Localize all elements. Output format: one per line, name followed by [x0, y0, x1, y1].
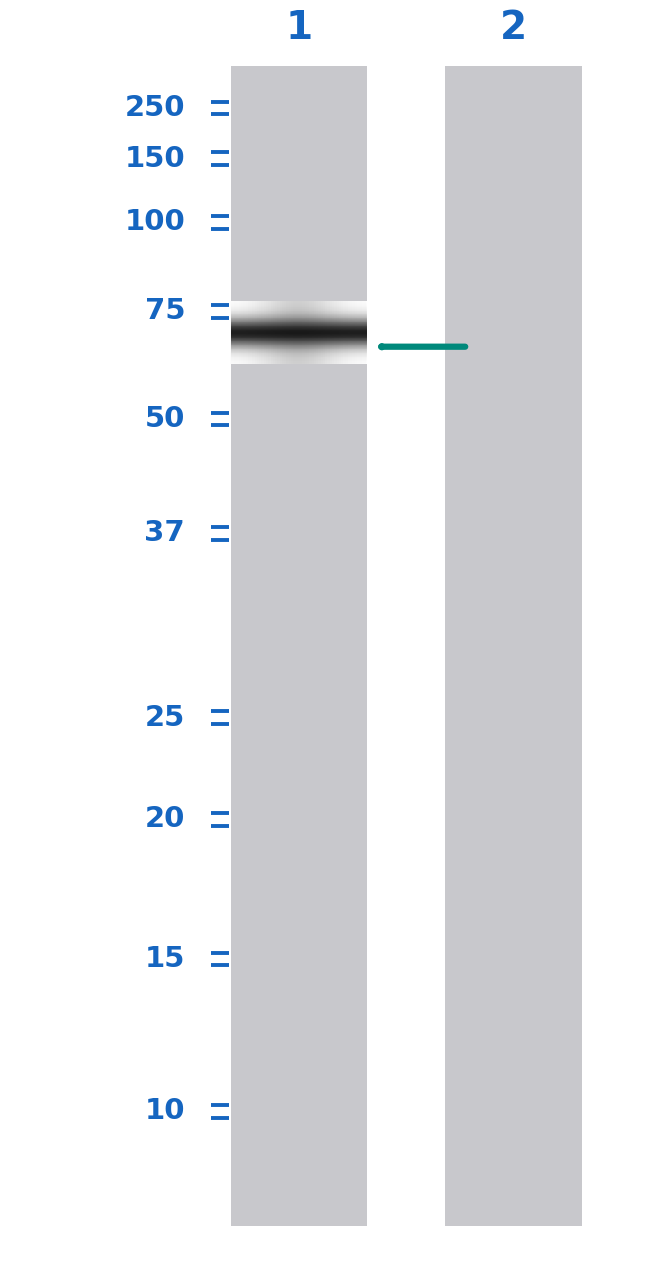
Bar [305, 301, 307, 364]
Bar [325, 301, 328, 364]
Bar [314, 301, 316, 364]
Bar [334, 301, 337, 364]
Bar [266, 301, 268, 364]
Bar [364, 301, 366, 364]
Bar [318, 301, 320, 364]
Bar [300, 301, 302, 364]
Bar [330, 301, 332, 364]
Bar [229, 301, 232, 364]
Bar [284, 301, 287, 364]
Bar [237, 301, 239, 364]
Bar [293, 301, 296, 364]
Bar [287, 301, 289, 364]
Text: 2: 2 [500, 9, 527, 47]
Bar [309, 301, 311, 364]
Bar [298, 301, 300, 364]
Text: 20: 20 [145, 805, 185, 833]
Bar [278, 301, 280, 364]
Bar [361, 301, 364, 364]
Bar [270, 301, 273, 364]
Bar [339, 301, 341, 364]
Bar [346, 301, 348, 364]
Bar [243, 301, 246, 364]
Text: 100: 100 [125, 208, 185, 236]
Text: 10: 10 [145, 1097, 185, 1125]
Bar [359, 301, 361, 364]
Bar [343, 301, 346, 364]
Bar [302, 301, 305, 364]
Text: 50: 50 [145, 405, 185, 433]
Text: 37: 37 [144, 519, 185, 547]
Bar [268, 301, 270, 364]
Bar [332, 301, 334, 364]
Bar [252, 301, 255, 364]
Bar [250, 301, 252, 364]
Bar [282, 301, 284, 364]
Text: 15: 15 [145, 945, 185, 973]
Bar [289, 301, 291, 364]
Bar [341, 301, 343, 364]
Bar [234, 301, 237, 364]
Text: 250: 250 [125, 94, 185, 122]
Bar [232, 301, 234, 364]
Bar [257, 301, 259, 364]
Text: 1: 1 [285, 9, 313, 47]
Bar [445, 66, 582, 1226]
Bar [307, 301, 309, 364]
Text: 150: 150 [125, 145, 185, 173]
Bar [296, 301, 298, 364]
Bar [348, 301, 350, 364]
Bar [357, 301, 359, 364]
Bar [352, 301, 355, 364]
Bar [323, 301, 325, 364]
Text: 25: 25 [145, 704, 185, 732]
Bar [239, 301, 241, 364]
Text: 75: 75 [145, 297, 185, 325]
Bar [241, 301, 243, 364]
Bar [328, 301, 330, 364]
Bar [259, 301, 261, 364]
Bar [261, 301, 264, 364]
Bar [320, 301, 323, 364]
Bar [280, 301, 282, 364]
Bar [264, 301, 266, 364]
Bar [291, 301, 293, 364]
Bar [275, 301, 278, 364]
Bar [255, 301, 257, 364]
Bar [337, 301, 339, 364]
Bar [231, 66, 367, 1226]
Bar [316, 301, 318, 364]
Bar [273, 301, 275, 364]
Bar [355, 301, 357, 364]
Bar [246, 301, 248, 364]
Bar [311, 301, 314, 364]
Bar [350, 301, 352, 364]
Bar [248, 301, 250, 364]
